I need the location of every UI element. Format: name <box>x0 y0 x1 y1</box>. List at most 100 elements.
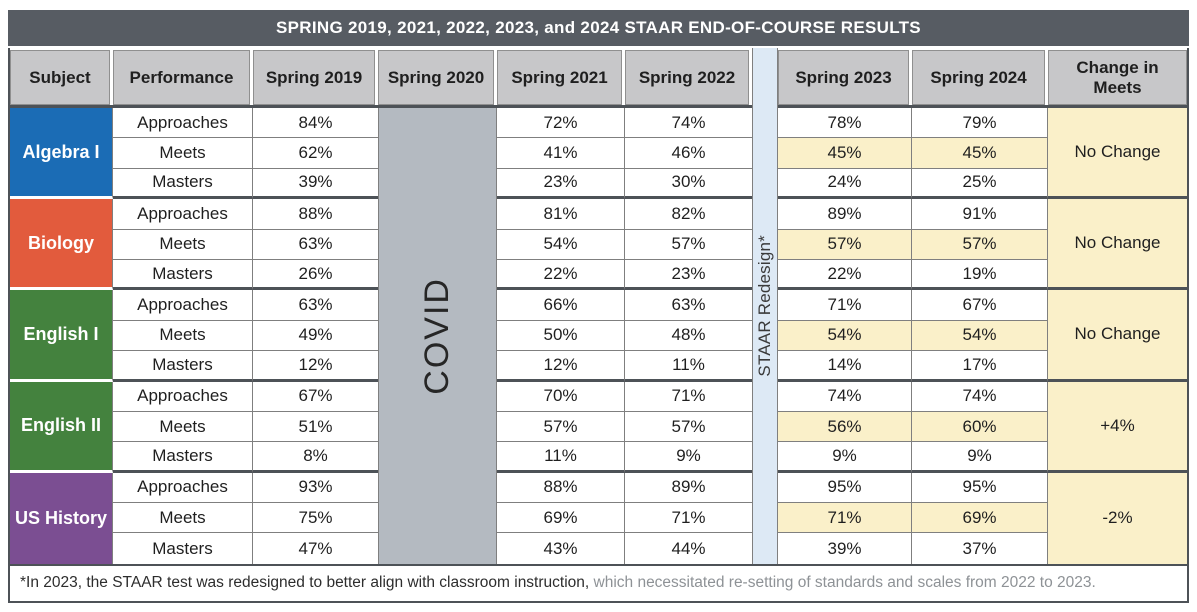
value-cell: 9% <box>625 442 752 473</box>
column-header-spring-2024: Spring 2024 <box>912 50 1045 105</box>
value-cell: 82% <box>625 199 752 230</box>
value-cell: 63% <box>253 290 378 321</box>
value-cell: 95% <box>778 472 912 504</box>
perf-label: Meets <box>113 229 253 260</box>
column-header-spring-2021: Spring 2021 <box>497 50 622 105</box>
value-cell: 46% <box>625 138 752 169</box>
value-cell: 49% <box>253 320 378 352</box>
value-cell: 24% <box>778 168 912 200</box>
perf-label: Masters <box>113 533 253 564</box>
value-cell: 75% <box>253 503 378 534</box>
value-cell: 43% <box>497 533 625 564</box>
value-cell-highlighted: 69% <box>912 503 1048 534</box>
value-cell: 70% <box>497 381 625 412</box>
covid-label: COVID <box>418 277 456 395</box>
subject-biology: Biology <box>10 199 113 291</box>
perf-label: Masters <box>113 442 253 473</box>
value-cell: 30% <box>625 168 752 200</box>
value-cell-highlighted: 45% <box>912 138 1048 169</box>
value-cell: 23% <box>497 168 625 200</box>
value-cell: 9% <box>912 442 1048 473</box>
perf-label: Masters <box>113 351 253 382</box>
value-cell: 11% <box>497 442 625 473</box>
subject-us-history: US History <box>10 472 113 564</box>
value-cell: 57% <box>497 411 625 443</box>
value-cell: 17% <box>912 351 1048 382</box>
perf-label: Approaches <box>113 199 253 230</box>
staar-redesign-divider: STAAR Redesign* <box>752 48 778 564</box>
value-cell: 39% <box>778 533 912 564</box>
value-cell: 69% <box>497 503 625 534</box>
value-cell: 39% <box>253 168 378 200</box>
column-header-spring-2023: Spring 2023 <box>778 50 909 105</box>
column-header-spring-2020: Spring 2020 <box>378 50 494 105</box>
value-cell: 93% <box>253 472 378 504</box>
value-cell: 74% <box>912 381 1048 412</box>
subject-english-ii: English II <box>10 381 113 473</box>
perf-label: Approaches <box>113 381 253 412</box>
value-cell: 71% <box>625 503 752 534</box>
header-divider <box>10 105 1187 108</box>
column-header-spring-2022: Spring 2022 <box>625 50 749 105</box>
perf-label: Meets <box>113 138 253 169</box>
value-cell: 12% <box>497 351 625 382</box>
change-cell-english-ii: +4% <box>1048 381 1187 473</box>
value-cell: 48% <box>625 320 752 352</box>
value-cell: 54% <box>497 229 625 260</box>
value-cell: 66% <box>497 290 625 321</box>
perf-label: Meets <box>113 503 253 534</box>
value-cell: 11% <box>625 351 752 382</box>
value-cell: 88% <box>253 199 378 230</box>
value-cell: 57% <box>625 229 752 260</box>
value-cell: 91% <box>912 199 1048 230</box>
results-table: COVID STAAR Redesign* Subject Performanc… <box>8 48 1189 566</box>
value-cell: 44% <box>625 533 752 564</box>
value-cell: 72% <box>497 108 625 139</box>
value-cell: 71% <box>625 381 752 412</box>
value-cell-highlighted: 57% <box>912 229 1048 260</box>
footnote-secondary-text: which necessitated re-setting of standar… <box>589 574 1096 592</box>
column-header-subject: Subject <box>10 50 110 105</box>
perf-label: Masters <box>113 259 253 291</box>
value-cell: 47% <box>253 533 378 564</box>
value-cell: 25% <box>912 168 1048 200</box>
value-cell: 71% <box>778 290 912 321</box>
value-cell: 23% <box>625 259 752 291</box>
value-cell-highlighted: 60% <box>912 411 1048 443</box>
value-cell: 81% <box>497 199 625 230</box>
value-cell-highlighted: 56% <box>778 411 912 443</box>
value-cell: 89% <box>778 199 912 230</box>
perf-label: Approaches <box>113 290 253 321</box>
change-cell-algebra-i: No Change <box>1048 108 1187 200</box>
perf-label: Meets <box>113 411 253 443</box>
column-header-performance: Performance <box>113 50 250 105</box>
value-cell: 14% <box>778 351 912 382</box>
subject-algebra-i: Algebra I <box>10 108 113 200</box>
value-cell-highlighted: 71% <box>778 503 912 534</box>
value-cell: 89% <box>625 472 752 504</box>
value-cell-highlighted: 45% <box>778 138 912 169</box>
perf-label: Approaches <box>113 108 253 139</box>
change-cell-english-i: No Change <box>1048 290 1187 382</box>
perf-label: Masters <box>113 168 253 200</box>
page-title: SPRING 2019, 2021, 2022, 2023, and 2024 … <box>8 10 1189 46</box>
value-cell: 50% <box>497 320 625 352</box>
column-header-change-in-meets: Change in Meets <box>1048 50 1187 105</box>
value-cell: 26% <box>253 259 378 291</box>
change-cell-biology: No Change <box>1048 199 1187 291</box>
value-cell: 79% <box>912 108 1048 139</box>
value-cell: 12% <box>253 351 378 382</box>
column-header-spring-2019: Spring 2019 <box>253 50 375 105</box>
value-cell: 19% <box>912 259 1048 291</box>
value-cell-highlighted: 54% <box>778 320 912 352</box>
value-cell: 74% <box>625 108 752 139</box>
value-cell: 8% <box>253 442 378 473</box>
value-cell: 84% <box>253 108 378 139</box>
covid-column: COVID <box>378 108 497 564</box>
value-cell: 74% <box>778 381 912 412</box>
value-cell: 22% <box>778 259 912 291</box>
value-cell: 9% <box>778 442 912 473</box>
value-cell: 37% <box>912 533 1048 564</box>
perf-label: Approaches <box>113 472 253 504</box>
